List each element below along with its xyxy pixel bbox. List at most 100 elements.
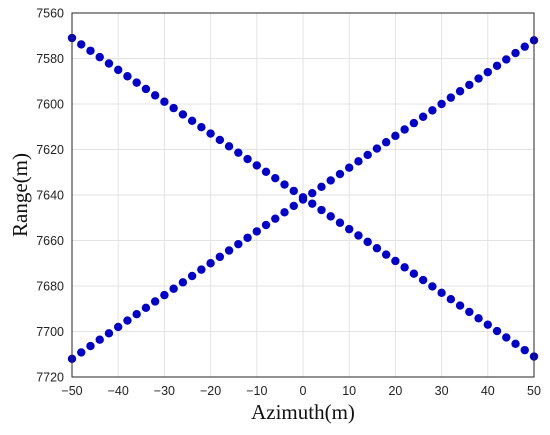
data-point-s0-43 (465, 307, 474, 317)
data-point-s0-6 (123, 72, 132, 81)
data-point-s1-17 (224, 246, 234, 255)
y-tick-label-7: 7700 (36, 325, 64, 339)
y-tick-labels: 7560 7580 7600 7620 7640 7660 7680 7700 7720 (36, 7, 64, 385)
y-axis-title: Range(m) (8, 153, 32, 237)
data-point-s1-14 (197, 265, 206, 274)
data-point-s0-23 (280, 180, 289, 189)
data-point-s0-38 (418, 275, 428, 285)
data-point-s1-37 (409, 118, 419, 128)
data-point-s1-40 (437, 99, 446, 109)
data-point-s0-36 (400, 263, 409, 272)
y-tick-label-2: 7600 (36, 98, 64, 112)
data-point-s1-48 (511, 48, 520, 58)
data-point-s0-17 (224, 142, 234, 151)
data-point-s1-41 (446, 93, 456, 102)
data-point-s0-34 (381, 250, 391, 259)
data-point-s1-49 (520, 42, 529, 51)
data-points (67, 33, 539, 363)
data-point-s0-29 (335, 218, 345, 227)
data-point-s1-34 (381, 138, 391, 147)
data-point-s0-27 (317, 205, 326, 215)
data-point-s1-1 (77, 348, 86, 357)
data-point-s1-10 (160, 290, 169, 300)
data-point-s0-7 (132, 78, 141, 87)
data-point-s0-12 (178, 110, 188, 119)
x-tick-label-4: −10 (246, 384, 267, 398)
data-point-s1-43 (465, 80, 474, 90)
data-point-s0-30 (345, 224, 354, 234)
x-tick-label-8: 30 (435, 384, 449, 398)
data-point-s1-2 (86, 341, 95, 351)
data-point-s0-24 (289, 186, 298, 196)
data-point-s1-24 (289, 201, 298, 211)
y-tick-label-5: 7660 (36, 234, 64, 248)
data-point-s1-23 (280, 208, 289, 217)
data-point-s1-38 (418, 112, 428, 121)
data-point-s0-40 (437, 288, 446, 298)
data-point-s1-25 (298, 195, 308, 204)
x-tick-label-6: 10 (342, 384, 356, 398)
plot-frame (71, 12, 535, 378)
data-point-s1-19 (243, 233, 252, 242)
data-point-s1-44 (474, 74, 483, 83)
data-point-s1-31 (354, 157, 363, 166)
data-point-s0-20 (252, 161, 261, 170)
data-point-s0-5 (114, 65, 123, 75)
data-point-s1-28 (326, 176, 335, 185)
data-point-s1-16 (215, 252, 225, 262)
y-tick-label-0: 7560 (36, 7, 64, 21)
data-point-s1-6 (123, 316, 132, 325)
data-point-s0-15 (206, 129, 215, 138)
data-point-s0-18 (234, 148, 243, 157)
data-point-s1-47 (502, 55, 511, 64)
data-point-s1-22 (271, 214, 280, 223)
data-point-s1-8 (141, 303, 151, 313)
data-point-s1-36 (400, 125, 409, 134)
data-point-s0-11 (169, 103, 178, 113)
data-point-s1-12 (178, 278, 188, 287)
y-tick-label-4: 7640 (36, 189, 64, 203)
data-point-s0-4 (104, 59, 114, 68)
data-point-s1-7 (132, 310, 141, 319)
data-point-s0-1 (77, 40, 86, 49)
data-point-s1-5 (114, 322, 123, 332)
y-tick-label-3: 7620 (36, 143, 64, 157)
data-point-s1-15 (206, 259, 215, 268)
data-point-s0-37 (409, 269, 419, 278)
data-point-s0-47 (502, 333, 511, 342)
data-point-s1-35 (391, 131, 400, 141)
x-tick-label-2: −30 (154, 384, 175, 398)
y-tick-label-1: 7580 (36, 52, 64, 66)
data-point-s1-18 (234, 239, 243, 249)
data-point-s1-11 (169, 284, 178, 293)
data-point-s0-19 (243, 154, 252, 164)
x-tick-label-10: 50 (527, 384, 541, 398)
x-axis-title: Azimuth(m) (251, 400, 355, 424)
x-tick-label-5: 0 (300, 384, 307, 398)
data-point-s1-45 (483, 67, 492, 77)
data-point-s0-13 (187, 116, 197, 126)
data-point-s1-21 (261, 220, 271, 230)
data-point-s0-22 (271, 173, 280, 183)
x-tick-label-3: −20 (200, 384, 221, 398)
data-point-s0-45 (483, 320, 492, 329)
data-point-s0-35 (391, 256, 400, 266)
y-tick-label-8: 7720 (36, 371, 64, 385)
y-tick-label-6: 7680 (36, 280, 64, 294)
data-point-s0-21 (261, 167, 271, 176)
data-point-s1-3 (95, 335, 104, 344)
data-point-s1-13 (187, 271, 197, 281)
data-point-s1-29 (335, 169, 345, 179)
data-point-s1-9 (150, 297, 160, 306)
data-point-s0-32 (363, 237, 372, 247)
data-point-s1-30 (345, 163, 354, 172)
x-tick-label-9: 40 (481, 384, 495, 398)
data-point-s0-44 (474, 314, 483, 323)
data-point-s0-9 (150, 91, 160, 100)
data-point-s0-16 (215, 135, 225, 145)
data-point-s0-33 (372, 244, 382, 253)
data-point-s1-4 (104, 329, 114, 338)
data-point-s0-26 (308, 199, 317, 208)
data-point-s1-20 (252, 227, 261, 236)
